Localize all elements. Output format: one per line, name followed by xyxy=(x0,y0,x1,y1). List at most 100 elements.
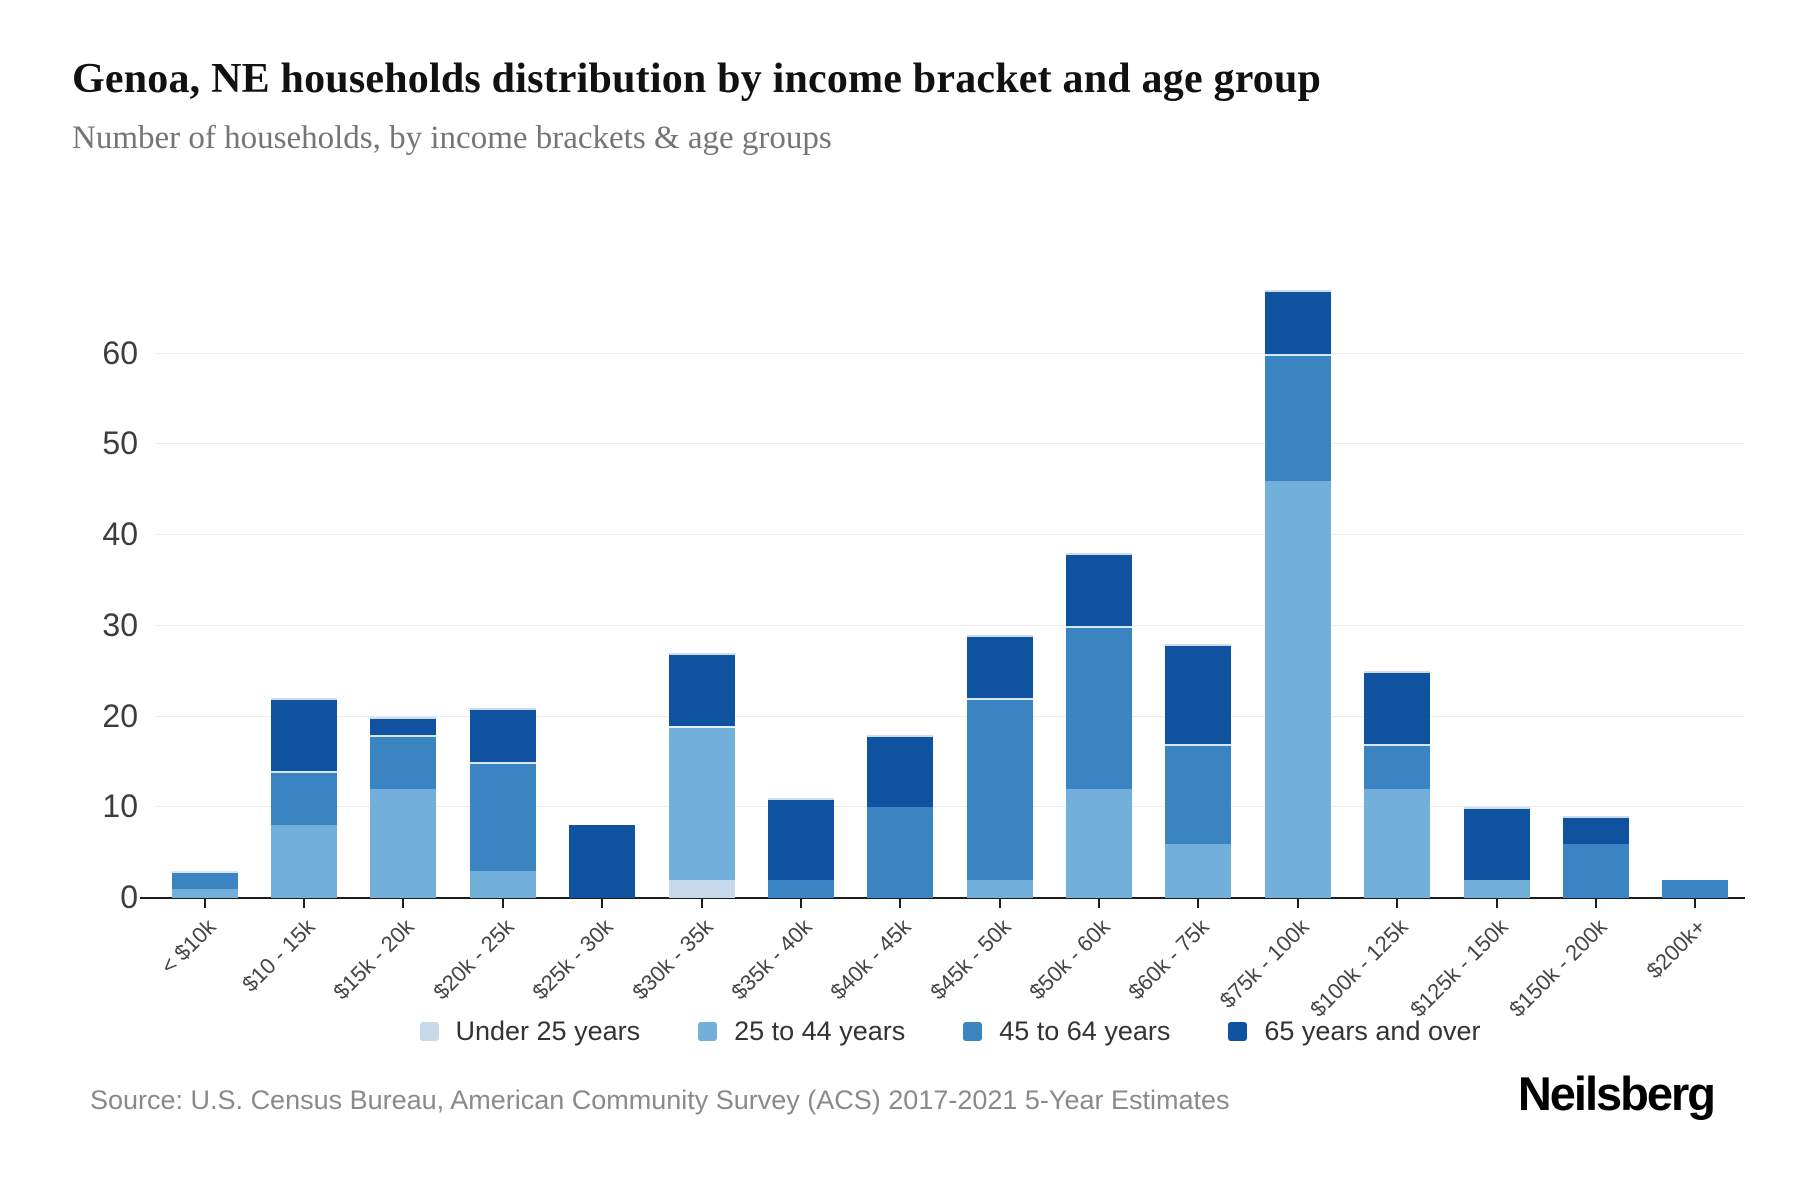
bar-segment-$30k - 35k-65 years and over[interactable] xyxy=(668,653,735,726)
legend-item-65 years and over[interactable]: 65 years and over xyxy=(1228,1016,1481,1047)
y-axis-label-60: 60 xyxy=(102,334,138,371)
x-axis-label: $150k - 200k xyxy=(1503,914,1612,1022)
source-note: Source: U.S. Census Bureau, American Com… xyxy=(90,1085,1230,1115)
bar-segment-$20k - 25k-25 to 44 years[interactable] xyxy=(469,870,536,898)
x-axis-tick xyxy=(601,899,604,908)
x-axis-label: < $10k xyxy=(155,914,221,979)
bar-segment-$30k - 35k-Under 25 years[interactable] xyxy=(668,879,735,898)
bar-segment-< $10k-25 to 44 years[interactable] xyxy=(171,888,238,898)
x-axis-tick xyxy=(1197,899,1200,908)
bar-segment-$40k - 45k-65 years and over[interactable] xyxy=(867,734,934,808)
gridline-y-20 xyxy=(155,715,1745,717)
bar-segment-$50k - 60k-65 years and over[interactable] xyxy=(1066,553,1133,626)
bar-segment-$75k - 100k-65 years and over[interactable] xyxy=(1264,290,1331,354)
x-axis-label: $30k - 35k xyxy=(626,914,718,1005)
bar-segment-$150k - 200k-65 years and over[interactable] xyxy=(1562,816,1629,844)
x-axis-label: $50k - 60k xyxy=(1024,914,1115,1005)
bar-segment-$15k - 20k-45 to 64 years[interactable] xyxy=(370,734,437,790)
page-title: Genoa, NE households distribution by inc… xyxy=(72,56,1322,102)
bar-segment-$10 - 15k-25 to 44 years[interactable] xyxy=(271,825,338,898)
bar-segment-$45k - 50k-45 to 64 years[interactable] xyxy=(966,698,1033,880)
bar-segment-$45k - 50k-25 to 44 years[interactable] xyxy=(966,879,1033,898)
bar-segment-$35k - 40k-65 years and over[interactable] xyxy=(767,798,834,880)
x-axis-label: $45k - 50k xyxy=(925,914,1016,1005)
bar-segment-$75k - 100k-25 to 44 years[interactable] xyxy=(1264,480,1331,898)
bar-segment-$15k - 20k-25 to 44 years[interactable] xyxy=(370,789,437,898)
bar-segment-$60k - 75k-45 to 64 years[interactable] xyxy=(1165,743,1232,844)
bar-segment-$20k - 25k-45 to 64 years[interactable] xyxy=(469,761,536,871)
bar-segment-$25k - 30k-65 years and over[interactable] xyxy=(569,825,636,898)
bar-segment-$45k - 50k-65 years and over[interactable] xyxy=(966,634,1033,699)
x-axis-label: $40k - 45k xyxy=(825,914,916,1005)
bar-segment-$50k - 60k-45 to 64 years[interactable] xyxy=(1066,625,1133,790)
chart-legend: Under 25 years 25 to 44 years 45 to 64 yea… xyxy=(155,1016,1745,1047)
x-axis-label: $75k - 100k xyxy=(1214,914,1314,1013)
legend-swatch-icon xyxy=(963,1022,983,1041)
bar-segment-< $10k-45 to 64 years[interactable] xyxy=(171,870,238,889)
x-axis-label: $200k+ xyxy=(1641,914,1711,984)
legend-item-25 to 44 years[interactable]: 25 to 44 years xyxy=(698,1016,905,1047)
y-axis-label-40: 40 xyxy=(102,516,138,553)
x-axis-tick xyxy=(899,899,902,908)
y-axis-label-50: 50 xyxy=(102,425,138,462)
bar-segment-$60k - 75k-25 to 44 years[interactable] xyxy=(1165,843,1232,898)
bar-segment-$50k - 60k-25 to 44 years[interactable] xyxy=(1066,789,1133,898)
y-axis-label-30: 30 xyxy=(102,606,138,643)
x-axis-tick xyxy=(1495,899,1498,908)
bar-segment-$125k - 150k-25 to 44 years[interactable] xyxy=(1463,879,1530,898)
bar-segment-$100k - 125k-45 to 64 years[interactable] xyxy=(1364,743,1431,790)
legend-item-45 to 64 years[interactable]: 45 to 64 years xyxy=(963,1016,1170,1047)
x-axis-line xyxy=(140,897,1745,899)
x-axis-tick xyxy=(1296,899,1299,908)
bar-segment-$125k - 150k-65 years and over[interactable] xyxy=(1463,807,1530,880)
legend-swatch-icon xyxy=(419,1022,439,1041)
legend-swatch-icon xyxy=(698,1022,718,1041)
y-axis-label-20: 20 xyxy=(102,697,138,734)
x-axis-tick xyxy=(998,899,1001,908)
bar-segment-$15k - 20k-65 years and over[interactable] xyxy=(370,716,437,735)
gridline-y-40 xyxy=(155,534,1745,536)
x-axis-tick xyxy=(700,899,703,908)
x-axis-tick xyxy=(1098,899,1101,908)
bar-segment-$40k - 45k-45 to 64 years[interactable] xyxy=(867,807,934,898)
x-axis-tick xyxy=(799,899,802,908)
x-axis-tick xyxy=(303,899,306,908)
legend-label: 25 to 44 years xyxy=(734,1016,906,1046)
x-axis-tick xyxy=(1396,899,1399,908)
bar-segment-$10 - 15k-65 years and over[interactable] xyxy=(271,698,338,771)
x-axis-label: $15k - 20k xyxy=(328,914,420,1005)
bar-segment-$30k - 35k-25 to 44 years[interactable] xyxy=(668,725,735,880)
gridline-y-30 xyxy=(155,624,1745,626)
bar-segment-$100k - 125k-65 years and over[interactable] xyxy=(1364,671,1431,744)
x-axis-label: $20k - 25k xyxy=(428,914,519,1005)
x-axis-label: $10 - 15k xyxy=(237,914,320,997)
brand-logo: Neilsberg xyxy=(1517,1067,1716,1120)
legend-label: 65 years and over xyxy=(1264,1016,1481,1046)
y-axis-label-0: 0 xyxy=(120,879,138,915)
gridline-y-10 xyxy=(155,806,1745,808)
legend-label: 45 to 64 years xyxy=(999,1016,1171,1046)
x-axis-tick xyxy=(501,899,504,908)
y-axis-label-10: 10 xyxy=(102,788,138,825)
x-axis-label: $60k - 75k xyxy=(1123,914,1215,1005)
bar-segment-$200k+-45 to 64 years[interactable] xyxy=(1662,879,1729,898)
bar-segment-$10 - 15k-45 to 64 years[interactable] xyxy=(271,771,338,826)
gridline-y-50 xyxy=(155,443,1745,445)
bar-segment-$20k - 25k-65 years and over[interactable] xyxy=(469,707,536,762)
x-axis-label: $35k - 40k xyxy=(726,914,817,1005)
bar-segment-$60k - 75k-65 years and over[interactable] xyxy=(1165,644,1232,744)
x-axis-tick xyxy=(203,899,206,908)
x-axis-label: $125k - 150k xyxy=(1404,914,1513,1022)
legend-swatch-icon xyxy=(1228,1022,1248,1041)
bar-segment-$150k - 200k-45 to 64 years[interactable] xyxy=(1562,843,1629,898)
gridline-y-60 xyxy=(155,352,1745,354)
stacked-bar-chart-plot-area xyxy=(140,263,1745,899)
bar-segment-$75k - 100k-45 to 64 years[interactable] xyxy=(1264,353,1331,481)
x-axis-label: $100k - 125k xyxy=(1305,914,1413,1022)
bar-segment-$35k - 40k-45 to 64 years[interactable] xyxy=(767,879,834,898)
x-axis-tick xyxy=(1594,899,1597,908)
legend-item-Under 25 years[interactable]: Under 25 years xyxy=(419,1016,640,1047)
x-axis-label: $25k - 30k xyxy=(527,914,618,1005)
bar-segment-$100k - 125k-25 to 44 years[interactable] xyxy=(1364,789,1431,898)
